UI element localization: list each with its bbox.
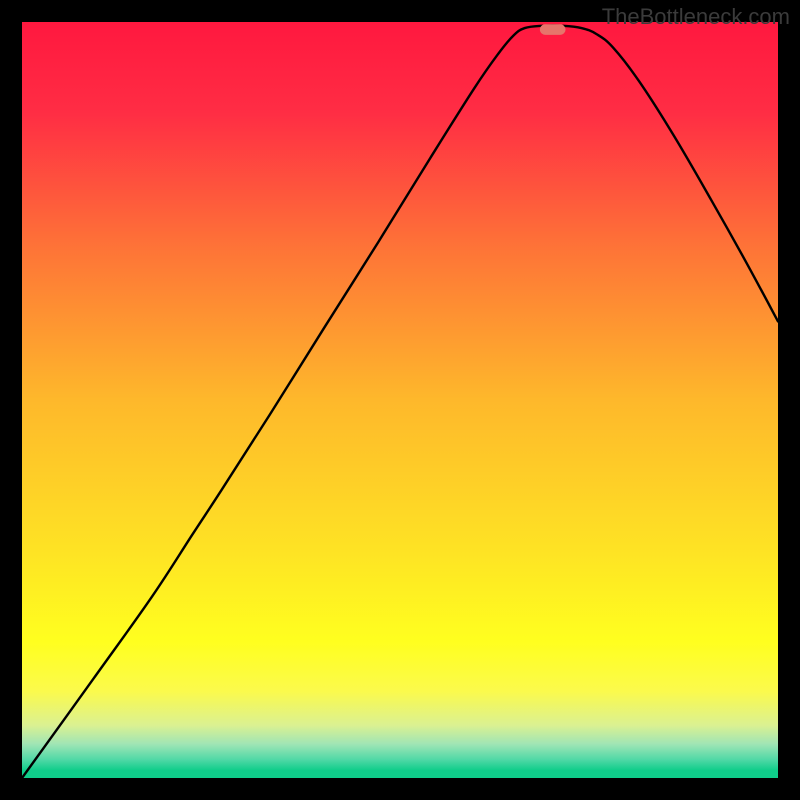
watermark-text: TheBottleneck.com	[602, 4, 790, 30]
gradient-background	[22, 22, 778, 778]
plot-area	[22, 22, 778, 778]
chart-svg	[22, 22, 778, 778]
optimum-marker	[540, 24, 566, 35]
outer-frame: TheBottleneck.com	[0, 0, 800, 800]
